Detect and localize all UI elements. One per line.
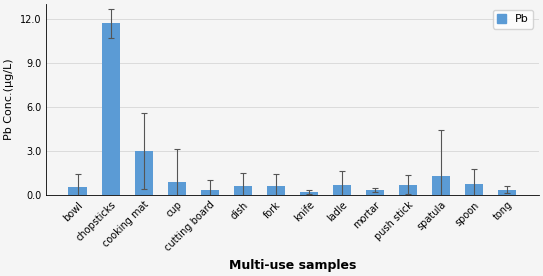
Bar: [68, 187, 87, 195]
Bar: [465, 184, 483, 195]
Bar: [498, 190, 516, 195]
Y-axis label: Pb Conc.(μg/L): Pb Conc.(μg/L): [4, 59, 14, 140]
Bar: [201, 190, 219, 195]
Legend: Pb: Pb: [493, 10, 533, 29]
Bar: [333, 185, 351, 195]
Bar: [432, 176, 450, 195]
Bar: [300, 192, 318, 195]
Bar: [366, 190, 384, 195]
X-axis label: Multi-use samples: Multi-use samples: [229, 259, 356, 272]
Bar: [399, 185, 417, 195]
Bar: [234, 186, 252, 195]
Bar: [168, 182, 186, 195]
Bar: [267, 186, 285, 195]
Bar: [102, 23, 119, 195]
Bar: [135, 151, 153, 195]
